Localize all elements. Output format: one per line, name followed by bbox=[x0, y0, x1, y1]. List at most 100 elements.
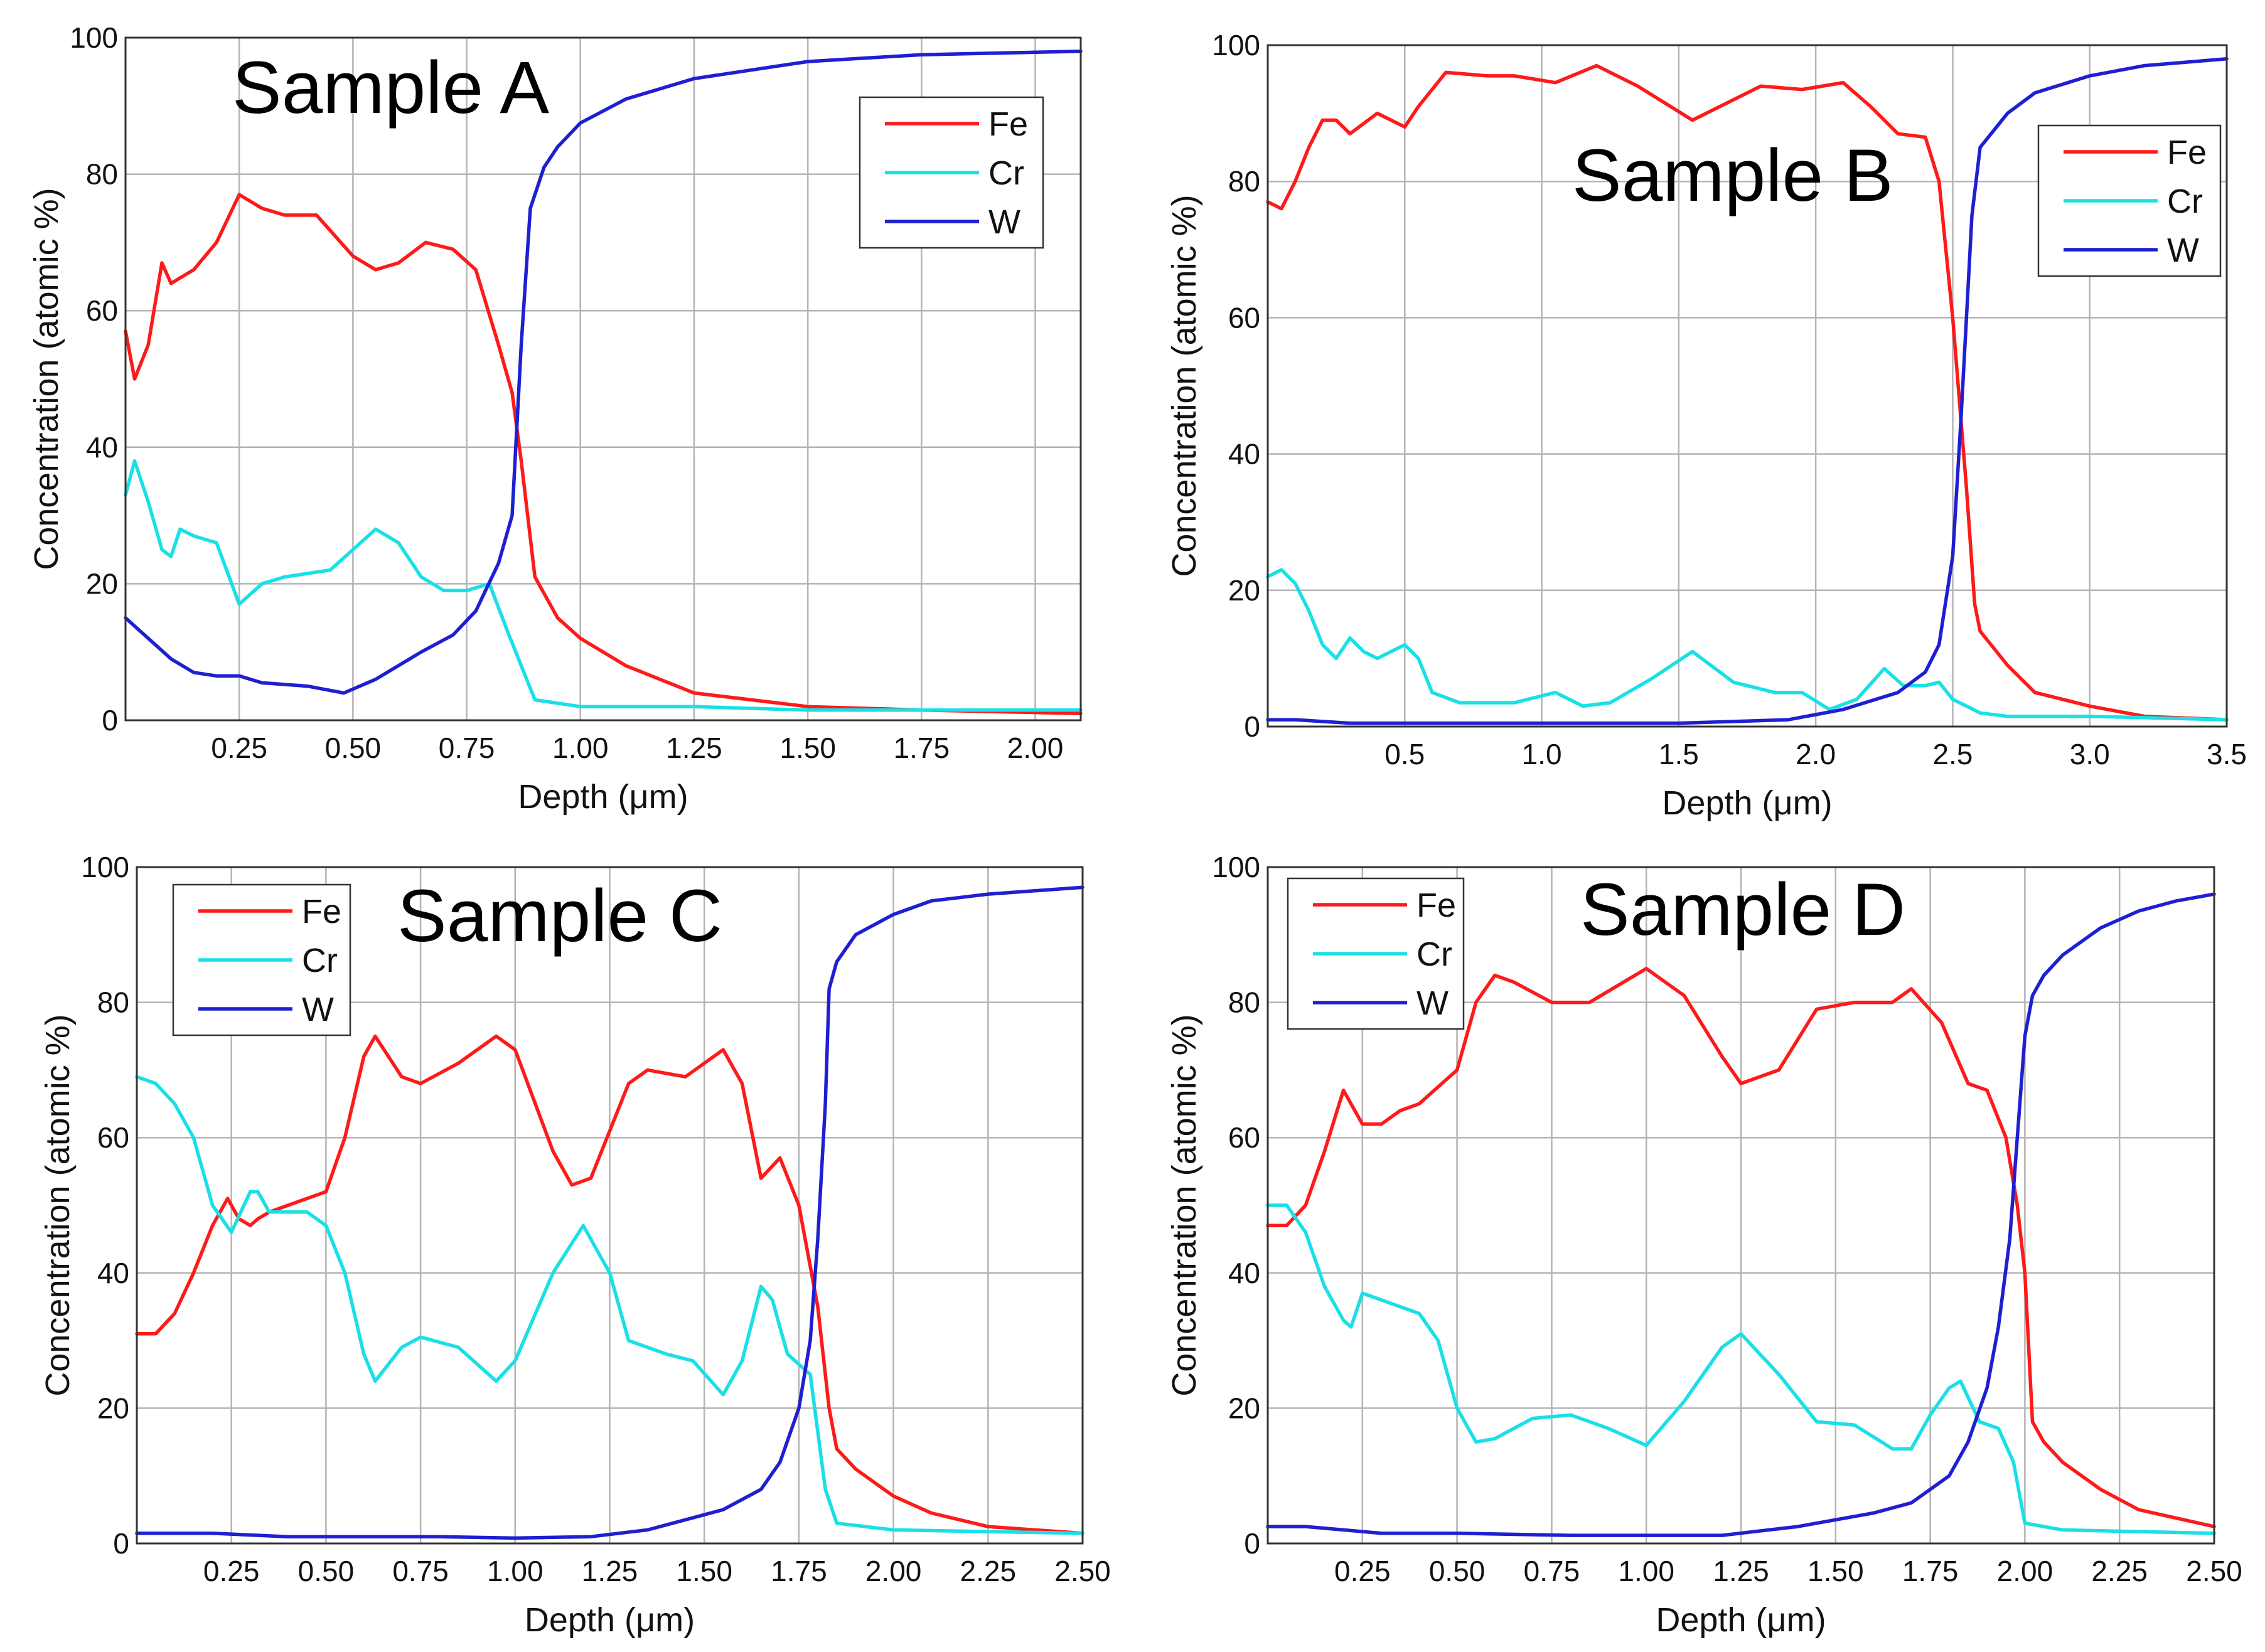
x-axis-label: Depth (μm) bbox=[518, 778, 688, 816]
chart-panel-1: 0 20 40 60 80 100 0.25 0.50 0.75 1.00 1.25 1.50 1.75… bbox=[28, 21, 1083, 816]
legend-label-fe: Fe bbox=[302, 893, 341, 930]
legend: Fe Cr W bbox=[859, 96, 1044, 249]
sample-title: Sample B bbox=[1572, 134, 1893, 217]
x-tick-label: 1.75 bbox=[894, 732, 950, 764]
y-axis-label: Concentration (atomic %) bbox=[28, 188, 65, 570]
series-line-w bbox=[135, 885, 1084, 1540]
x-tick-label: 0.25 bbox=[1334, 1555, 1391, 1587]
sample-title: Sample C bbox=[397, 875, 722, 957]
series-line-cr bbox=[135, 1075, 1084, 1535]
y-tick-label: 100 bbox=[70, 21, 118, 54]
sample-title: Sample D bbox=[1580, 868, 1905, 951]
x-tick-label: 0.50 bbox=[1429, 1555, 1486, 1587]
series-line-w bbox=[1266, 56, 2229, 725]
y-tick-label: 60 bbox=[1228, 1121, 1260, 1154]
y-tick-label: 80 bbox=[1228, 165, 1260, 198]
legend-label-cr: Cr bbox=[1416, 935, 1452, 973]
chart-panel-4: 0 20 40 60 80 100 0.25 0.50 0.75 1.00 1.25 1.50 1.75… bbox=[1165, 851, 2242, 1639]
y-axis-label: Concentration (atomic %) bbox=[1165, 1014, 1203, 1396]
x-tick-label: 2.0 bbox=[1796, 738, 1836, 770]
plot-frame bbox=[1266, 44, 2228, 728]
x-tick-label: 2.25 bbox=[960, 1555, 1017, 1587]
legend-label-w: W bbox=[2167, 232, 2199, 269]
x-tick-label: 0.5 bbox=[1384, 738, 1425, 770]
y-tick-label: 100 bbox=[1212, 851, 1260, 883]
x-tick-label: 0.50 bbox=[298, 1555, 355, 1587]
x-tick-label: 3.0 bbox=[2070, 738, 2110, 770]
x-tick-label: 1.25 bbox=[582, 1555, 638, 1587]
chart-panel-2: 0 20 40 60 80 100 0.5 1.0 1.5 2.0 2.5 3.0 3.5 Depth (… bbox=[1165, 29, 2247, 822]
legend: Fe Cr W bbox=[1287, 877, 1465, 1030]
y-tick-label: 40 bbox=[1228, 438, 1260, 471]
x-tick-label: 0.50 bbox=[325, 732, 382, 764]
y-axis-label: Concentration (atomic %) bbox=[1165, 195, 1203, 577]
y-tick-label: 40 bbox=[86, 431, 118, 464]
x-tick-label: 1.00 bbox=[1618, 1555, 1674, 1587]
y-tick-label: 40 bbox=[1228, 1257, 1260, 1289]
series-line-fe bbox=[1266, 966, 2216, 1528]
x-axis-label: Depth (μm) bbox=[525, 1601, 695, 1639]
y-tick-label: 80 bbox=[1228, 986, 1260, 1019]
plot-frame bbox=[136, 866, 1084, 1545]
y-tick-label: 0 bbox=[102, 704, 118, 737]
x-tick-label: 1.00 bbox=[487, 1555, 543, 1587]
y-tick-label: 60 bbox=[1228, 301, 1260, 334]
series-line-fe bbox=[1266, 63, 2229, 722]
series-line-cr bbox=[1266, 568, 2229, 722]
legend-label-cr: Cr bbox=[302, 942, 338, 979]
y-tick-label: 0 bbox=[1244, 1527, 1260, 1560]
plot-frame bbox=[124, 36, 1082, 722]
y-tick-label: 40 bbox=[97, 1257, 129, 1289]
y-tick-label: 60 bbox=[86, 294, 118, 327]
x-tick-label: 1.75 bbox=[771, 1555, 827, 1587]
y-tick-label: 80 bbox=[86, 158, 118, 191]
x-tick-label: 2.25 bbox=[2091, 1555, 2148, 1587]
x-tick-label: 1.5 bbox=[1659, 738, 1699, 770]
x-tick-label: 1.25 bbox=[1713, 1555, 1769, 1587]
legend-label-w: W bbox=[988, 203, 1020, 241]
plot-frame bbox=[1266, 866, 2215, 1545]
x-tick-label: 1.50 bbox=[779, 732, 836, 764]
x-tick-label: 2.00 bbox=[1007, 732, 1064, 764]
legend-label-fe: Fe bbox=[1416, 887, 1456, 924]
x-tick-label: 2.50 bbox=[2186, 1555, 2242, 1587]
x-axis-label: Depth (μm) bbox=[1656, 1601, 1826, 1639]
y-tick-label: 20 bbox=[1228, 1392, 1260, 1424]
series-line-cr bbox=[124, 459, 1083, 712]
x-tick-label: 1.75 bbox=[1902, 1555, 1959, 1587]
legend-label-w: W bbox=[302, 991, 334, 1028]
series-line-w bbox=[1266, 892, 2216, 1537]
x-tick-label: 3.5 bbox=[2207, 738, 2247, 770]
y-tick-label: 0 bbox=[1244, 710, 1260, 743]
x-tick-label: 2.00 bbox=[1997, 1555, 2053, 1587]
x-tick-label: 1.0 bbox=[1522, 738, 1562, 770]
series-line-fe bbox=[124, 193, 1083, 715]
y-tick-label: 100 bbox=[1212, 29, 1260, 61]
x-tick-label: 2.5 bbox=[1932, 738, 1973, 770]
legend-label-cr: Cr bbox=[988, 154, 1024, 192]
x-tick-label: 1.00 bbox=[552, 732, 609, 764]
x-tick-label: 0.75 bbox=[392, 1555, 449, 1587]
legend: Fe Cr W bbox=[2037, 124, 2222, 277]
x-tick-label: 0.75 bbox=[439, 732, 495, 764]
x-tick-label: 0.75 bbox=[1524, 1555, 1580, 1587]
legend-label-cr: Cr bbox=[2167, 183, 2203, 220]
x-tick-label: 1.25 bbox=[666, 732, 722, 764]
x-tick-label: 2.00 bbox=[865, 1555, 922, 1587]
x-tick-label: 0.25 bbox=[211, 732, 267, 764]
x-tick-label: 2.50 bbox=[1054, 1555, 1111, 1587]
legend-label-w: W bbox=[1416, 984, 1448, 1022]
chart-panel-3: 0 20 40 60 80 100 0.25 0.50 0.75 1.00 1.25 1.50 1.75… bbox=[39, 851, 1111, 1639]
y-axis-label: Concentration (atomic %) bbox=[39, 1014, 77, 1396]
x-axis-label: Depth (μm) bbox=[1662, 784, 1832, 822]
y-tick-label: 20 bbox=[1228, 574, 1260, 607]
sample-title: Sample A bbox=[232, 46, 549, 129]
series-line-fe bbox=[135, 1034, 1084, 1535]
y-tick-label: 20 bbox=[97, 1392, 129, 1424]
x-tick-label: 1.50 bbox=[676, 1555, 732, 1587]
legend-label-fe: Fe bbox=[988, 105, 1028, 143]
legend: Fe Cr W bbox=[172, 883, 351, 1036]
y-tick-label: 20 bbox=[86, 567, 118, 600]
x-tick-label: 1.50 bbox=[1807, 1555, 1864, 1587]
